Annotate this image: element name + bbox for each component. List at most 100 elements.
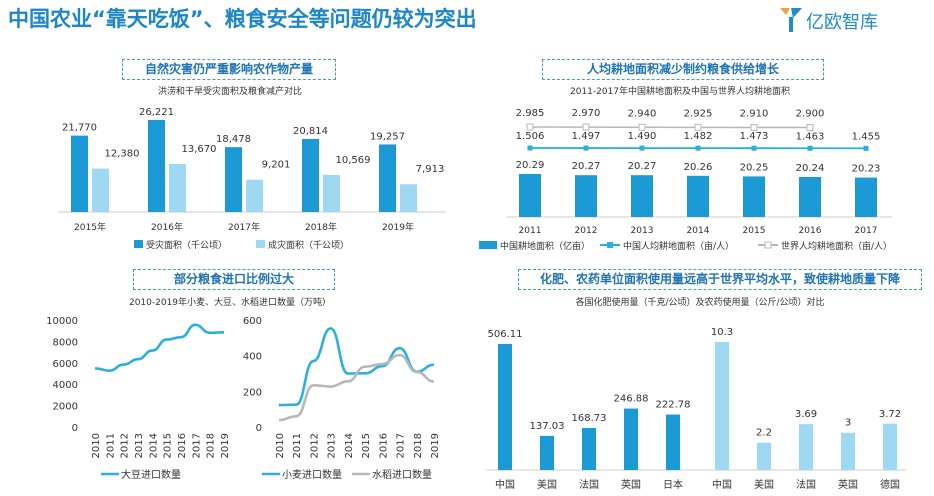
pest-bar [757, 442, 771, 470]
logo-icon [780, 8, 802, 32]
land-china-label: 1.473 [740, 131, 769, 142]
pest-data-label: 3.72 [879, 409, 901, 420]
pest-x-label: 英国 [838, 478, 858, 491]
land-world-marker [526, 123, 534, 131]
fert-data-label: 506.11 [488, 329, 523, 340]
wr-x-tick: 2012 [309, 433, 320, 458]
land-world-line [529, 126, 811, 129]
land-world-label: 2.940 [628, 108, 657, 119]
wr-y-tick: 0 [256, 423, 262, 434]
soy-x-tick: 2012 [120, 433, 131, 458]
panel-subtitle-imports: 2010-2019年小麦、大豆、水稻进口数量（万吨） [128, 298, 332, 308]
disaster-data-label: 7,913 [416, 164, 445, 175]
land-legend-marker-world [764, 241, 772, 249]
land-china-label: 1.455 [852, 131, 881, 142]
soy-x-tick: 2017 [191, 433, 202, 458]
land-world-label: 2.910 [740, 108, 769, 119]
disaster-legend-swatch [134, 240, 143, 248]
fert-bar [540, 435, 554, 470]
land-x-label: 2017 [855, 226, 878, 236]
soy-y-tick: 6000 [53, 359, 78, 370]
land-china-label: 1.490 [628, 131, 657, 142]
land-china-label: 1.497 [572, 131, 601, 142]
wr-x-tick: 2010 [275, 433, 286, 458]
panel-subtitle-land: 2011-2017年中国耕地面积及中国与世界人均耕地面积 [569, 87, 791, 97]
disaster-bar-damaged [169, 164, 186, 212]
wr-y-tick: 600 [243, 316, 262, 327]
soy-series-line [94, 323, 225, 372]
wr-legend-label: 小麦进口数量 [282, 468, 342, 481]
land-legend-label: 中国耕地面积（亿亩） [500, 240, 590, 252]
disaster-bar-damaged [246, 179, 263, 212]
land-world-label: 2.970 [572, 108, 601, 119]
disaster-data-label: 19,257 [370, 131, 405, 142]
land-china-marker [807, 145, 813, 151]
fert-bar [666, 414, 680, 470]
wr-x-tick: 2017 [396, 433, 407, 458]
land-bar [687, 175, 709, 217]
pest-data-label: 3.69 [795, 409, 817, 420]
wr-series-line [278, 353, 435, 422]
land-x-label: 2012 [575, 226, 598, 236]
land-legend-swatch-bar [479, 241, 497, 249]
land-bar-label: 20.26 [684, 162, 713, 173]
land-legend-marker-china [607, 242, 613, 248]
land-world-label: 2.985 [516, 108, 545, 119]
wr-y-tick: 200 [243, 387, 262, 398]
pest-bar [841, 432, 855, 470]
land-bar [743, 176, 765, 217]
land-x-label: 2013 [631, 226, 654, 236]
panel-title-fert: 化肥、农药单位面积使用量远高于世界平均水平，致使耕地质量下降 [518, 269, 922, 290]
disaster-bar-damaged [323, 174, 340, 212]
panel-subtitle-disaster: 洪涝和干旱受灾面积及粮食减产对比 [157, 87, 302, 97]
land-x-label: 2016 [799, 226, 822, 236]
land-china-marker [695, 145, 701, 151]
wr-x-tick: 2019 [430, 433, 441, 458]
fert-data-label: 168.73 [572, 413, 607, 424]
pest-bar [715, 342, 729, 470]
disaster-data-label: 10,569 [336, 155, 371, 166]
land-world-marker [638, 123, 646, 131]
land-x-label: 2015 [743, 226, 766, 236]
land-china-marker [527, 145, 533, 151]
land-world-marker [582, 123, 590, 131]
wr-x-tick: 2011 [292, 433, 303, 458]
pest-bar [883, 423, 897, 470]
fert-data-label: 137.03 [530, 421, 565, 432]
land-china-label: 1.463 [796, 131, 825, 142]
land-bar-label: 20.23 [852, 164, 881, 175]
disaster-data-label: 20,814 [293, 126, 328, 137]
land-china-label: 1.506 [516, 131, 545, 142]
disaster-data-label: 9,201 [262, 160, 291, 171]
pest-x-label: 德国 [880, 478, 900, 491]
fert-data-label: 222.78 [656, 400, 691, 411]
land-bar-label: 20.27 [572, 161, 601, 172]
land-bar-label: 20.29 [516, 160, 545, 171]
disaster-data-label: 18,478 [216, 134, 251, 145]
soy-x-tick: 2013 [134, 433, 145, 458]
land-bar [631, 175, 653, 217]
wr-x-tick: 2015 [361, 433, 372, 458]
land-world-marker [694, 123, 702, 131]
disaster-x-label: 2016年 [151, 221, 183, 233]
logo-text: 亿欧智库 [806, 12, 878, 33]
disaster-legend-label: 受灾面积（千公顷） [146, 239, 227, 251]
land-china-marker [639, 145, 645, 151]
land-world-label: 2.900 [796, 109, 825, 120]
wr-x-tick: 2016 [378, 433, 389, 458]
fert-bar [624, 408, 638, 470]
disaster-data-label: 26,221 [139, 107, 174, 118]
disaster-x-label: 2017年 [228, 221, 260, 233]
panel-title-imports: 部分粮食进口比例过大 [133, 269, 335, 290]
wr-x-tick: 2014 [344, 433, 355, 458]
soy-x-tick: 2014 [148, 433, 159, 458]
land-legend-label: 世界人均耕地面积（亩/人） [781, 240, 892, 252]
fert-bar [498, 344, 512, 470]
disaster-x-label: 2015年 [74, 221, 106, 233]
soy-y-tick: 4000 [53, 380, 78, 391]
wr-x-tick: 2013 [327, 433, 338, 458]
panel-subtitle-fert: 各国化肥使用量（千克/公顷）及农药使用量（公斤/公顷）对比 [575, 298, 825, 308]
pest-data-label: 10.3 [711, 327, 733, 338]
land-x-label: 2011 [519, 226, 542, 236]
